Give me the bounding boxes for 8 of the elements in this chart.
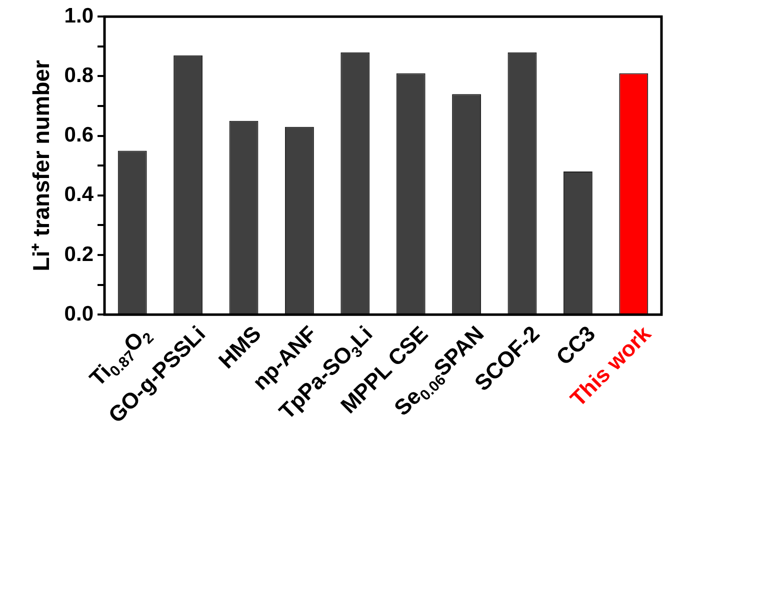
y-tick-label: 1.0: [64, 4, 94, 28]
y-axis-title: Li⁺ transfer number: [28, 60, 54, 272]
y-tick-label: 0.2: [64, 242, 94, 266]
y-tick-label: 0.0: [64, 302, 94, 326]
y-tick-label: 0.4: [64, 183, 94, 206]
y-tick-label: 0.6: [64, 124, 94, 147]
x-tick-label: CC3: [551, 320, 600, 370]
y-tick-label: 0.8: [64, 64, 94, 87]
